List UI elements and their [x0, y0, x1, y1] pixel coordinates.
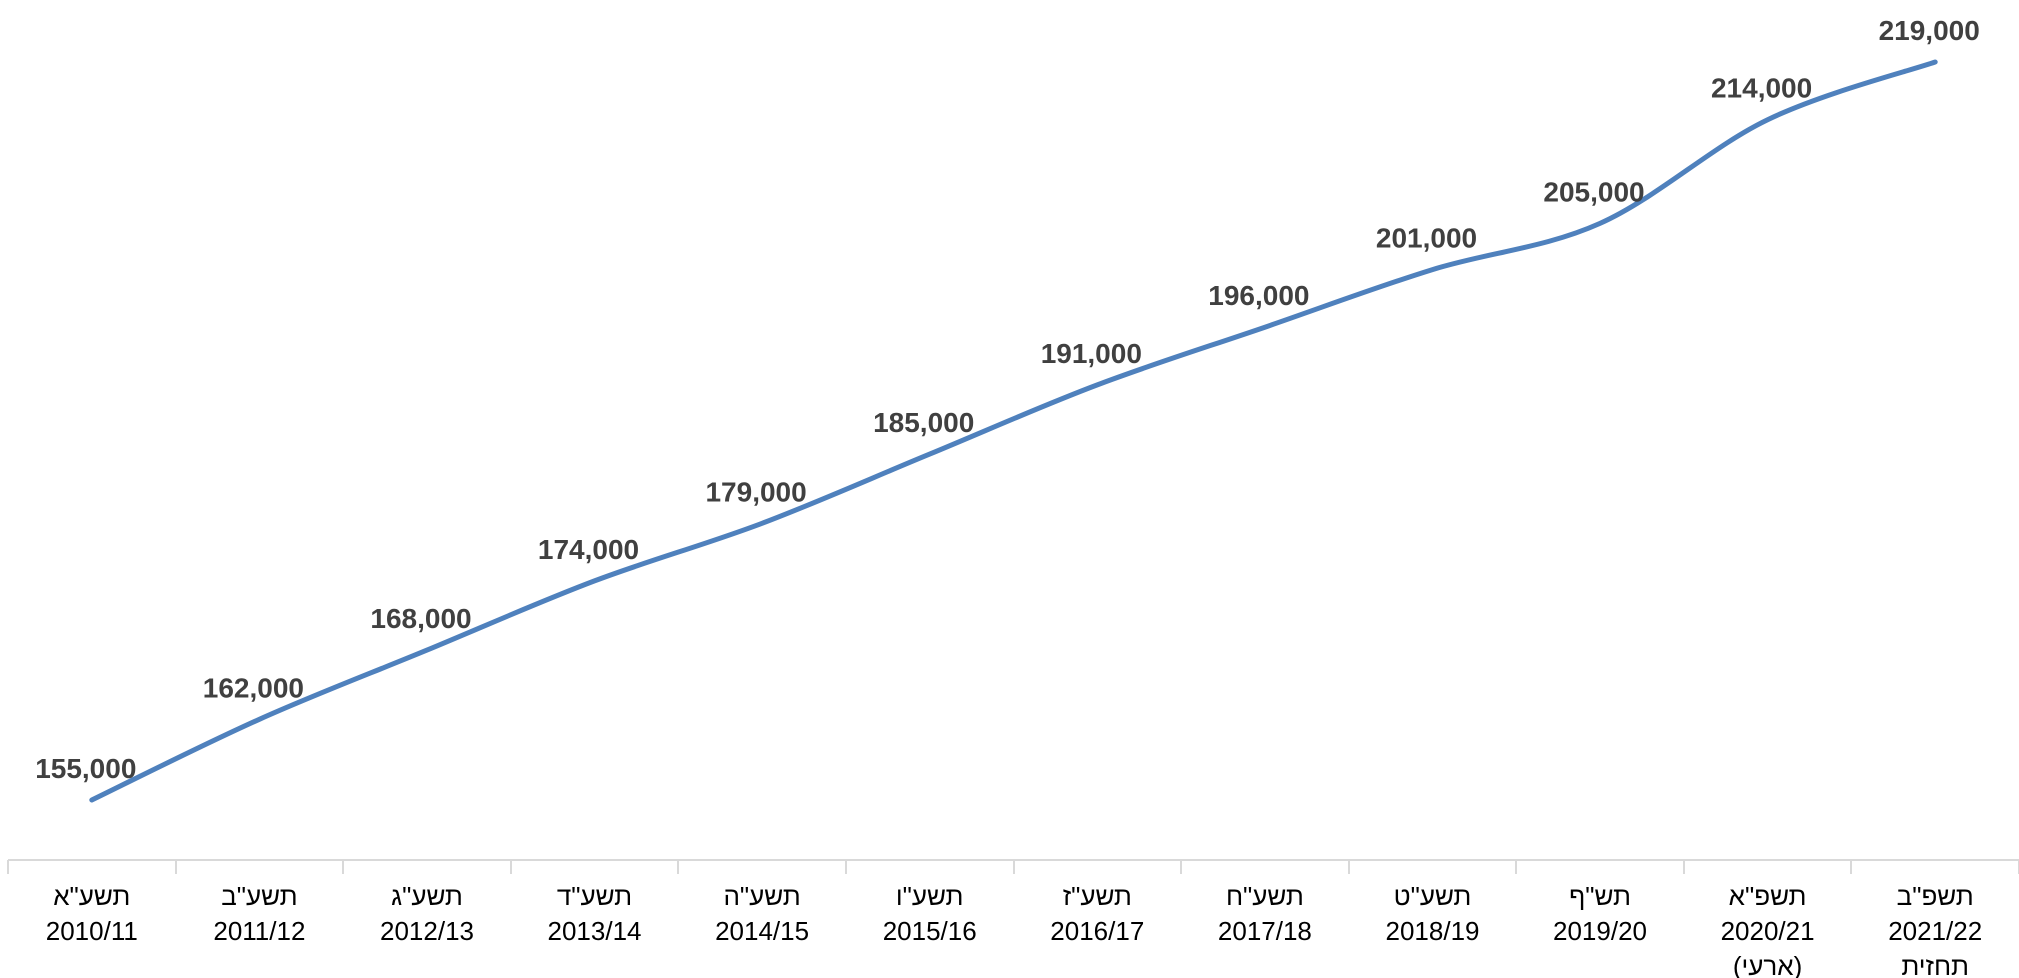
x-tick-label-line1: תשפ"א	[1729, 881, 1807, 911]
x-tick-label-line1: תשפ"ב	[1897, 881, 1974, 911]
x-tick-label-2: תשע"ב 2011/12	[213, 881, 305, 946]
x-tick-label-line2: 2015/16	[883, 916, 977, 946]
data-label-5: 179,000	[705, 476, 806, 507]
x-tick-label-line2: 2011/12	[213, 916, 305, 946]
data-label-12: 219,000	[1879, 15, 1980, 46]
x-tick-label-line2: 2019/20	[1553, 916, 1647, 946]
x-tick-label-line2: 2010/11	[46, 916, 138, 946]
data-label-2: 162,000	[203, 672, 304, 703]
x-tick-label-9: תשע"ט 2018/19	[1386, 881, 1480, 946]
data-label-3: 168,000	[370, 603, 471, 634]
x-tick-label-line2: 2012/13	[380, 916, 474, 946]
x-tick-label-3: תשע"ג 2012/13	[380, 881, 474, 946]
data-label-9: 201,000	[1376, 223, 1477, 254]
x-axis-tick-labels: תשע"א2010/11תשע"ב2011/12תשע"ג2012/13תשע"…	[46, 881, 1982, 978]
x-tick-label-line2: 2013/14	[548, 916, 642, 946]
series-line-layer	[89, 59, 1938, 803]
data-label-7: 191,000	[1041, 338, 1142, 369]
x-tick-label-line1: תשע"ז	[1063, 881, 1132, 911]
x-tick-label-line1: תשע"ד	[557, 881, 632, 911]
x-tick-label-4: תשע"ד 2013/14	[548, 881, 642, 946]
x-tick-label-line2: 2014/15	[715, 916, 809, 946]
x-tick-label-line1: תשע"ו	[896, 881, 964, 911]
data-labels: 155,000 162,000 168,000 174,000 179,000 185,0…	[35, 15, 1980, 784]
data-label-1: 155,000	[35, 753, 136, 784]
data-label-4: 174,000	[538, 534, 639, 565]
x-axis	[7, 859, 2019, 874]
series-line	[89, 59, 1938, 803]
data-label-6: 185,000	[873, 407, 974, 438]
data-label-8: 196,000	[1208, 280, 1309, 311]
x-tick-label-line2: 2016/17	[1050, 916, 1144, 946]
x-tick-label-line1: תשע"ט	[1394, 881, 1472, 911]
x-tick-label-line1: תשע"ח	[1226, 881, 1304, 911]
x-tick-label-line1: תשע"א	[53, 881, 130, 911]
x-tick-label-8: תשע"ח 2017/18	[1218, 881, 1312, 946]
x-tick-label-12: תשפ"ב 2021/22 תחזית	[1888, 881, 1982, 978]
x-tick-label-1: תשע"א 2010/11	[46, 881, 138, 946]
x-tick-label-line2: 2018/19	[1386, 916, 1480, 946]
x-tick-label-6: תשע"ו 2015/16	[883, 881, 977, 946]
x-tick-label-10: תש"ף 2019/20	[1553, 881, 1647, 946]
x-tick-label-line3: (ארעי)	[1733, 951, 1802, 978]
data-label-10: 205,000	[1543, 176, 1644, 207]
x-tick-label-5: תשע"ה 2014/15	[715, 881, 809, 946]
data-label-11: 214,000	[1711, 73, 1812, 104]
x-tick-label-line1: תשע"ב	[221, 881, 297, 911]
x-tick-label-line2: 2017/18	[1218, 916, 1312, 946]
x-tick-label-line1: תש"ף	[1569, 881, 1631, 911]
x-tick-label-line2: 2020/21	[1721, 916, 1815, 946]
x-tick-label-line1: תשע"ג	[391, 881, 463, 911]
x-tick-label-line3: תחזית	[1901, 951, 1969, 978]
x-tick-label-line1: תשע"ה	[723, 881, 800, 911]
x-tick-label-11: תשפ"א 2020/21 (ארעי)	[1721, 881, 1815, 978]
x-tick-label-7: תשע"ז 2016/17	[1050, 881, 1144, 946]
x-tick-label-line2: 2021/22	[1888, 916, 1982, 946]
